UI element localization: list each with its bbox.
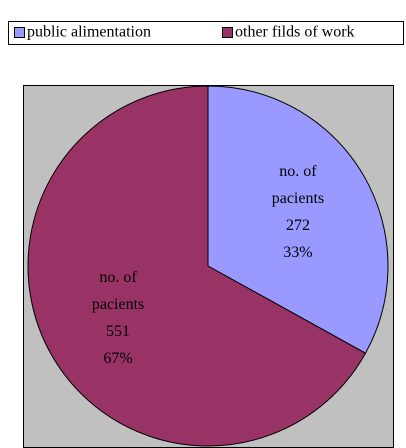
legend-label: other filds of work bbox=[235, 24, 355, 41]
data-label: 67% bbox=[103, 350, 132, 367]
pie-slice bbox=[207, 85, 389, 354]
legend-swatch bbox=[14, 27, 25, 38]
legend-box bbox=[8, 21, 404, 45]
data-label: 551 bbox=[106, 323, 130, 340]
data-label: 272 bbox=[286, 217, 310, 234]
data-label: pacients bbox=[92, 296, 144, 313]
data-label: 33% bbox=[283, 244, 312, 261]
data-label: no. of bbox=[279, 163, 317, 180]
data-label: pacients bbox=[272, 190, 324, 207]
legend-swatch bbox=[222, 27, 233, 38]
legend-label: public alimentation bbox=[27, 24, 151, 41]
data-label: no. of bbox=[99, 269, 137, 286]
pie-slice bbox=[27, 85, 367, 447]
